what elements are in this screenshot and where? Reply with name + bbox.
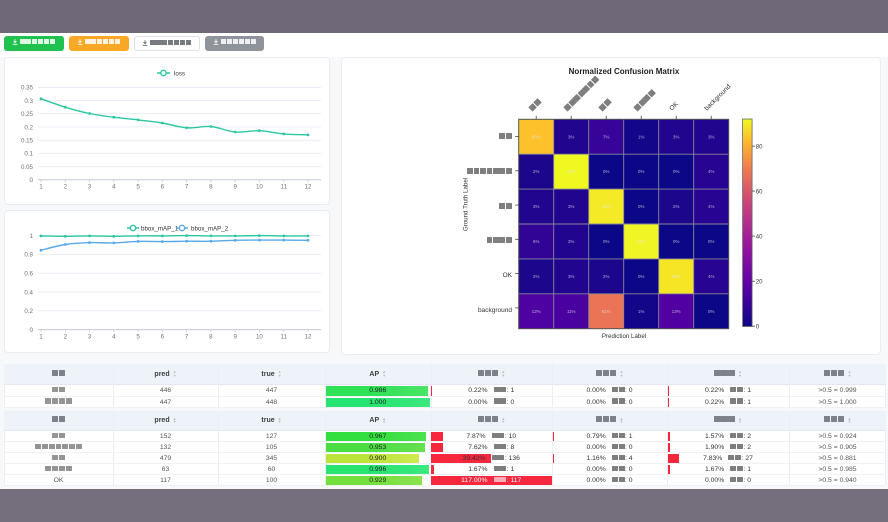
svg-text:3%: 3% [568, 239, 574, 244]
svg-text:85%: 85% [532, 134, 541, 139]
svg-text:0.15: 0.15 [21, 138, 34, 145]
svg-text:3%: 3% [708, 134, 714, 139]
svg-text:bbox_mAP_1: bbox_mAP_1 [141, 225, 179, 232]
svg-text:0%: 0% [603, 169, 609, 174]
svg-text:0.1: 0.1 [24, 151, 33, 158]
svg-text:61%: 61% [602, 309, 611, 314]
svg-text:60: 60 [756, 189, 763, 195]
svg-text:2: 2 [64, 184, 68, 191]
svg-text:1%: 1% [638, 134, 644, 139]
svg-text:0.4: 0.4 [24, 289, 33, 296]
svg-text:13%: 13% [672, 309, 681, 314]
svg-text:0: 0 [756, 324, 760, 330]
svg-text:3%: 3% [673, 134, 679, 139]
svg-text:11%: 11% [567, 309, 576, 314]
svg-text:0.25: 0.25 [21, 111, 34, 118]
svg-text:Normalized Confusion Matrix: Normalized Confusion Matrix [569, 67, 680, 76]
svg-text:2%: 2% [603, 274, 609, 279]
svg-text:89%: 89% [672, 274, 681, 279]
svg-text:3%: 3% [568, 274, 574, 279]
svg-text:92%: 92% [637, 239, 646, 244]
svg-text:7: 7 [185, 184, 189, 191]
svg-text:40: 40 [756, 234, 763, 240]
svg-text:1: 1 [30, 233, 34, 240]
svg-text:2%: 2% [673, 204, 679, 209]
svg-text:6: 6 [161, 334, 165, 341]
svg-text:12: 12 [305, 334, 312, 341]
svg-text:20: 20 [756, 279, 763, 285]
svg-text:0%: 0% [638, 169, 644, 174]
svg-text:2%: 2% [533, 274, 539, 279]
svg-text:5: 5 [136, 184, 140, 191]
svg-text:0.3: 0.3 [24, 98, 33, 105]
svg-text:0%: 0% [708, 309, 714, 314]
svg-text:5: 5 [136, 334, 140, 341]
svg-text:1: 1 [39, 184, 43, 191]
svg-text:2: 2 [64, 334, 68, 341]
svg-text:8: 8 [209, 184, 213, 191]
svg-text:0.05: 0.05 [21, 164, 34, 171]
svg-text:0.6: 0.6 [24, 271, 33, 278]
svg-text:0%: 0% [708, 239, 714, 244]
svg-text:11: 11 [280, 184, 287, 191]
svg-text:4%: 4% [708, 169, 714, 174]
svg-text:7: 7 [185, 334, 189, 341]
svg-text:3: 3 [88, 184, 92, 191]
svg-text:1%: 1% [638, 309, 644, 314]
svg-text:9: 9 [233, 184, 237, 191]
svg-text:8: 8 [209, 334, 213, 341]
svg-text:loss: loss [174, 71, 185, 78]
svg-text:93%: 93% [567, 169, 576, 174]
svg-text:0: 0 [30, 177, 34, 184]
svg-text:0.2: 0.2 [24, 124, 33, 131]
svg-text:12: 12 [305, 184, 312, 191]
svg-text:0.2: 0.2 [24, 308, 33, 315]
svg-text:0%: 0% [603, 239, 609, 244]
svg-text:3: 3 [88, 334, 92, 341]
svg-text:bbox_mAP_2: bbox_mAP_2 [191, 225, 229, 232]
svg-text:0%: 0% [673, 239, 679, 244]
svg-text:9: 9 [233, 334, 237, 341]
svg-text:80: 80 [756, 144, 763, 150]
svg-text:3%: 3% [533, 204, 539, 209]
svg-text:0.8: 0.8 [24, 252, 33, 259]
svg-text:0.35: 0.35 [21, 85, 34, 92]
svg-text:0%: 0% [673, 169, 679, 174]
svg-text:4%: 4% [708, 204, 714, 209]
svg-text:3%: 3% [568, 204, 574, 209]
svg-text:1: 1 [39, 334, 43, 341]
svg-text:10: 10 [256, 334, 263, 341]
svg-text:2%: 2% [533, 169, 539, 174]
svg-text:0%: 0% [638, 204, 644, 209]
svg-text:0: 0 [30, 327, 34, 334]
svg-text:7%: 7% [603, 134, 609, 139]
svg-text:10: 10 [256, 184, 263, 191]
svg-text:90%: 90% [602, 204, 611, 209]
svg-text:4: 4 [112, 184, 116, 191]
svg-text:6: 6 [161, 184, 165, 191]
svg-text:4%: 4% [708, 274, 714, 279]
svg-text:12%: 12% [532, 309, 541, 314]
svg-text:6%: 6% [533, 239, 539, 244]
svg-text:0%: 0% [638, 274, 644, 279]
svg-text:11: 11 [280, 334, 287, 341]
svg-text:4: 4 [112, 334, 116, 341]
svg-text:3%: 3% [568, 134, 574, 139]
